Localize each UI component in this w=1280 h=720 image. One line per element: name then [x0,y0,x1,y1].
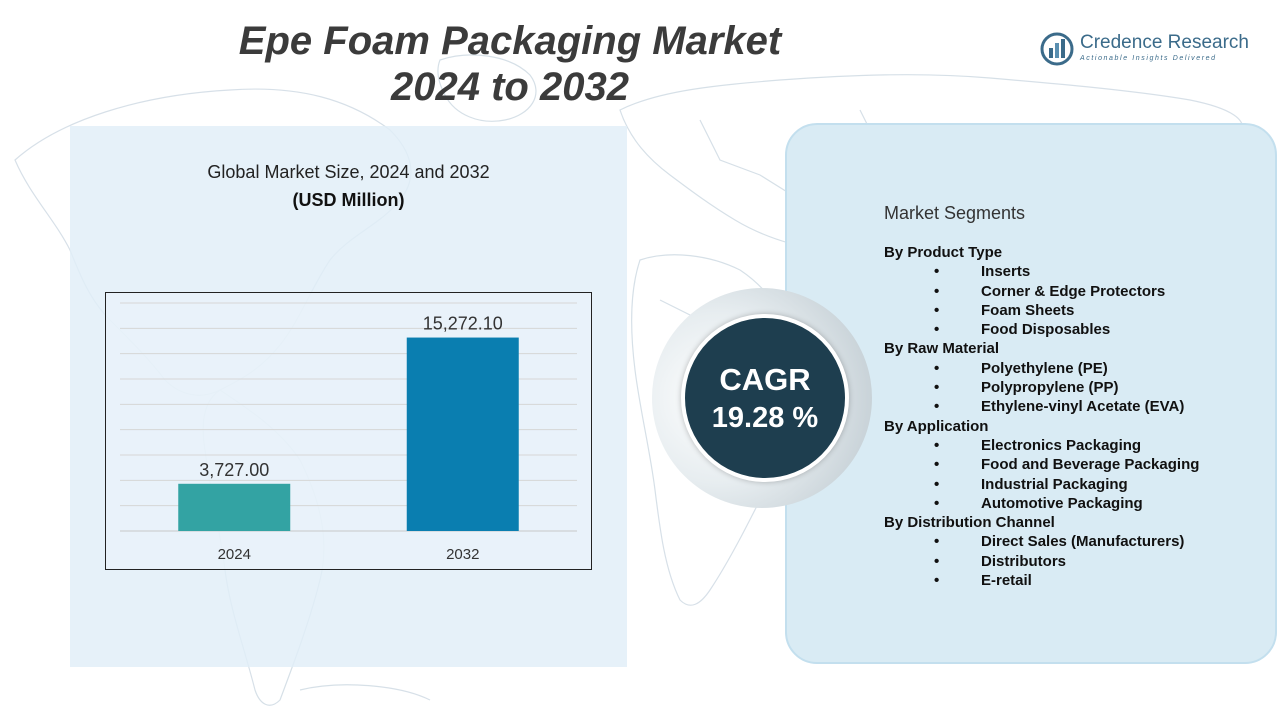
bullet-icon: • [934,436,940,454]
cagr-label: CAGR [719,362,811,397]
segment-item-label: Automotive Packaging [981,494,1143,512]
segment-item-label: Foam Sheets [981,301,1075,319]
segment-item: • Direct Sales (Manufacturers) [884,532,1264,551]
title-line-2: 2024 to 2032 [391,65,629,109]
segment-item: • Food Disposables [884,320,1264,339]
bullet-icon: • [934,321,940,339]
segment-item: • Automotive Packaging [884,494,1264,513]
page-title: Epe Foam Packaging Market 2024 to 2032 [160,18,860,110]
segment-item: • Ethylene-vinyl Acetate (EVA) [884,397,1264,416]
x-tick-label-2024: 2024 [218,546,251,563]
bullet-icon: • [934,552,940,570]
bullet-icon: • [934,494,940,512]
segment-category: By Product Type [884,244,1003,261]
brand-tagline: Actionable Insights Delivered [1080,55,1217,62]
bullet-icon: • [934,379,940,397]
segment-item: • Corner & Edge Protectors [884,282,1264,301]
bar-chart-svg: 3,727.00 2024 15,272.10 2032 [120,302,577,563]
segment-item-label: Corner & Edge Protectors [981,282,1166,300]
bullet-icon: • [934,572,940,590]
brand-name: Credence Research [1080,32,1249,53]
segment-item-label: Ethylene-vinyl Acetate (EVA) [981,398,1185,416]
segment-item: • Distributors [884,552,1264,571]
chart-heading: Global Market Size, 2024 and 2032 [207,162,490,182]
segment-item: • Industrial Packaging [884,475,1264,494]
segment-item: • Electronics Packaging [884,436,1264,455]
brand-block[interactable]: Credence Research Actionable Insights De… [1040,30,1255,70]
bullet-icon: • [934,456,940,474]
title-line-1: Epe Foam Packaging Market [238,19,782,63]
segment-item-label: Food Disposables [981,321,1111,339]
market-size-panel: Global Market Size, 2024 and 2032 (USD M… [70,126,627,667]
segment-item-label: Food and Beverage Packaging [981,456,1200,474]
segments-title: Market Segments [884,203,1026,223]
segment-item: • Polyethylene (PE) [884,359,1264,378]
segment-item: • Food and Beverage Packaging [884,455,1264,474]
segment-category: By Raw Material [884,340,1000,358]
cagr-badge: CAGR 19.28 % [681,314,849,482]
segment-item-label: Inserts [981,263,1031,281]
segment-item: • Polypropylene (PP) [884,378,1264,397]
bullet-icon: • [934,301,940,319]
segment-item: • Foam Sheets [884,301,1264,320]
bullet-icon: • [934,533,940,551]
segment-category: By Application [884,417,989,435]
credence-logo-icon [1040,32,1074,66]
bar-chart: 3,727.00 2024 15,272.10 2032 [105,292,592,570]
bullet-icon: • [934,359,940,377]
segment-item-label: Distributors [981,552,1067,570]
x-tick-label-2032: 2032 [446,546,479,563]
bullet-icon: • [934,263,940,281]
segment-item-label: E-retail [981,572,1032,590]
segment-item-label: Polyethylene (PE) [981,359,1108,377]
data-label-2032: 15,272.10 [423,314,503,334]
data-label-2024: 3,727.00 [199,460,269,480]
segment-item-label: Industrial Packaging [981,475,1128,493]
segments-list: By Product Type • Inserts • Corner & Edge Pr… [884,243,1264,590]
cagr-value: 19.28 % [711,402,819,434]
chart-unit: (USD Million) [292,190,405,210]
bullet-icon: • [934,475,940,493]
bar-2024 [178,483,291,531]
segment-item: • Inserts [884,262,1264,281]
bar-2032 [406,337,519,531]
bullet-icon: • [934,282,940,300]
segment-item-label: Direct Sales (Manufacturers) [981,533,1185,551]
segment-category: By Distribution Channel [884,514,1055,532]
segment-item-label: Polypropylene (PP) [981,379,1119,397]
bullet-icon: • [934,398,940,416]
segment-item: • E-retail [884,571,1264,590]
segment-item-label: Electronics Packaging [981,436,1142,454]
